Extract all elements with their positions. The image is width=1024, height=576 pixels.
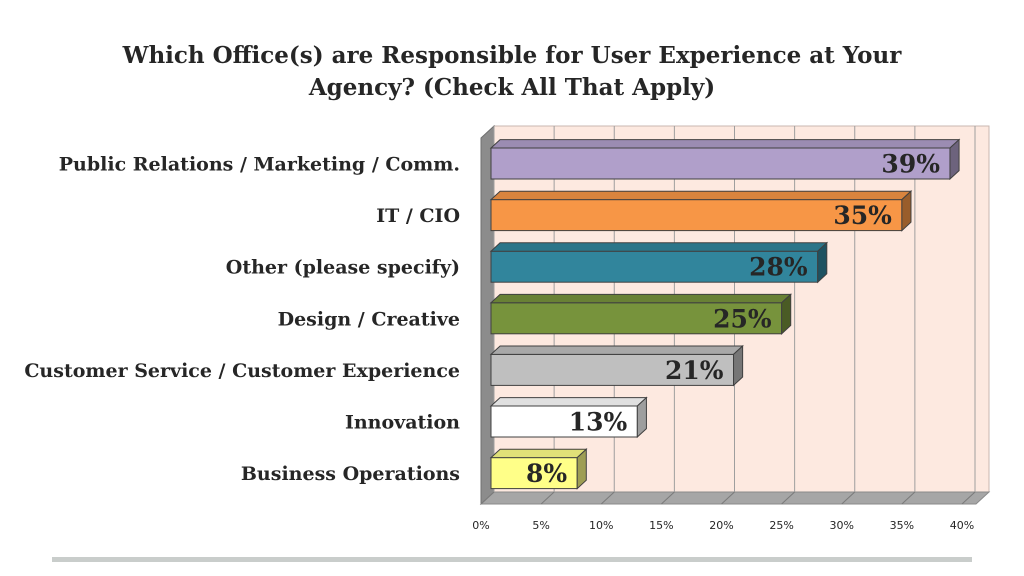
x-tick-label: 30% — [830, 519, 854, 532]
x-tick-label: 35% — [890, 519, 914, 532]
chart-title-line-1: Which Office(s) are Responsible for User… — [122, 42, 902, 69]
bar — [490, 199, 903, 232]
x-tick-label: 10% — [589, 519, 613, 532]
bar-top-face — [489, 242, 829, 252]
category-label: Business Operations — [241, 463, 460, 485]
bar-top-face — [489, 293, 793, 304]
x-tick-label: 20% — [709, 519, 733, 532]
bar — [490, 353, 735, 386]
category-label: Customer Service / Customer Experience — [24, 360, 460, 382]
x-tick-label: 40% — [950, 519, 974, 532]
category-label: IT / CIO — [376, 205, 460, 227]
floor-gridline — [781, 491, 795, 505]
bar — [490, 147, 951, 180]
bar-side-face — [817, 241, 828, 284]
bar-side-face — [576, 448, 587, 490]
bar-side-face — [636, 396, 647, 439]
floor-gridline — [600, 491, 615, 505]
floor-gridline — [961, 491, 976, 505]
chart-title-line-2: Agency? (Check All That Apply) — [308, 74, 716, 101]
floor-gridline — [480, 491, 495, 505]
bar-top-face — [489, 190, 913, 201]
floor-gridline — [841, 491, 856, 505]
bar-side-face — [781, 293, 792, 335]
bar-value-label: 25% — [713, 304, 772, 333]
bar-top-face — [489, 139, 961, 149]
bar — [490, 405, 638, 438]
category-label: Innovation — [345, 412, 460, 434]
category-label: Public Relations / Marketing / Comm. — [59, 154, 460, 176]
footer-divider — [52, 557, 972, 562]
bar — [490, 302, 783, 335]
bar-value-label: 39% — [881, 150, 940, 179]
bar-value-label: 8% — [526, 459, 567, 488]
bar-value-label: 21% — [665, 356, 724, 385]
floor-gridline — [901, 491, 916, 505]
bar-value-label: 28% — [749, 253, 808, 282]
x-tick-label: 5% — [532, 519, 549, 532]
x-tick-label: 0% — [472, 519, 489, 532]
bar-value-label: 13% — [569, 408, 628, 437]
floor-gridline — [540, 491, 555, 505]
x-tick-label: 25% — [769, 519, 793, 532]
bar-side-face — [901, 190, 912, 232]
bar-top-face — [489, 448, 588, 459]
bar-top-face — [489, 345, 744, 355]
bar-side-face — [949, 138, 960, 181]
floor-gridline — [721, 491, 735, 505]
category-label: Other (please specify) — [226, 257, 460, 279]
x-tick-label: 15% — [649, 519, 673, 532]
category-label: Design / Creative — [278, 308, 460, 330]
bar — [490, 457, 578, 490]
floor-gridline — [661, 491, 675, 505]
bar-value-label: 35% — [833, 201, 892, 230]
bar-top-face — [489, 397, 648, 407]
bar-side-face — [733, 344, 744, 387]
